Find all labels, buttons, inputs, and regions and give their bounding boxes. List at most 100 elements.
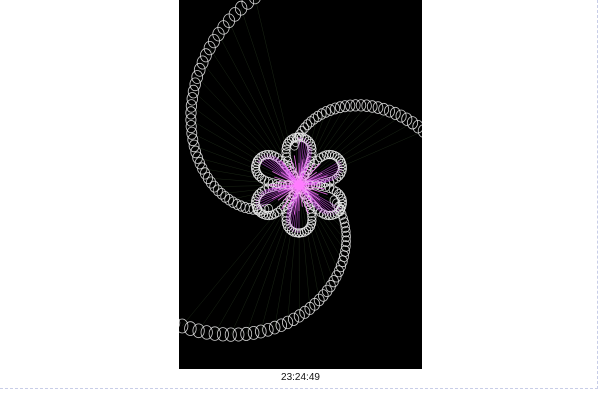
petal-ring xyxy=(251,201,261,212)
spiral-ring xyxy=(184,321,197,336)
spiral-ring xyxy=(234,0,248,16)
spiral-ring xyxy=(372,101,384,114)
spiral-ring xyxy=(339,217,350,229)
spiral-ring xyxy=(412,120,422,134)
petal-ring xyxy=(316,181,326,191)
spiral-ring xyxy=(194,156,205,170)
spiral-ring xyxy=(202,172,214,185)
petal-ring xyxy=(337,201,347,212)
spiral-ring xyxy=(328,275,339,288)
petal-ring xyxy=(281,216,291,226)
thread-line xyxy=(230,184,300,335)
spiral-ring xyxy=(205,176,217,189)
thread-line xyxy=(190,119,300,186)
spiral-ring xyxy=(199,48,212,63)
petal-ring xyxy=(254,171,264,181)
petal-ring xyxy=(282,198,292,208)
spiral-ring xyxy=(299,122,310,134)
petal-ray xyxy=(263,155,300,186)
petal-ring xyxy=(273,207,283,217)
petal-ring xyxy=(276,205,286,215)
petal-ring xyxy=(294,228,304,238)
spiral-ring xyxy=(247,325,260,340)
spiral-ring xyxy=(188,139,200,153)
spiral-ring xyxy=(241,0,255,10)
thread-line xyxy=(298,115,402,186)
core-center xyxy=(294,180,304,190)
spiral-ring xyxy=(262,322,274,337)
page-frame-bottom-edge xyxy=(0,388,598,390)
spiral-ring xyxy=(216,188,227,200)
spiral-ring xyxy=(334,101,345,114)
core-ray xyxy=(281,184,300,210)
thread-line xyxy=(228,20,300,186)
thread-line xyxy=(298,184,343,262)
spiral-ring xyxy=(224,327,237,342)
petal-ring xyxy=(306,152,316,162)
spiral-ring xyxy=(255,324,267,339)
petal-ring xyxy=(282,152,292,162)
petal-ring xyxy=(312,155,322,165)
spiral-ring xyxy=(389,106,401,120)
spiral-ring xyxy=(417,124,422,138)
spiral-ring xyxy=(401,112,413,126)
petal-ring xyxy=(252,204,263,214)
spiral-ring xyxy=(190,145,202,159)
spiral-ring xyxy=(321,106,331,118)
petal-ring xyxy=(291,132,301,142)
spiral-ring xyxy=(200,325,213,340)
petal-ring xyxy=(282,208,292,218)
spiral-ring xyxy=(340,221,351,233)
petal-ring xyxy=(281,144,291,154)
spiral-ring xyxy=(203,40,216,56)
thread-line xyxy=(193,91,300,186)
spiral-ring xyxy=(318,289,329,302)
spiral-ring xyxy=(341,226,351,238)
petal-ring xyxy=(307,144,317,154)
spiral-ring xyxy=(208,326,221,341)
petal-ring xyxy=(294,132,304,142)
spiral-ring xyxy=(395,109,407,123)
spiral-ring xyxy=(212,184,223,197)
thread-line xyxy=(298,106,346,186)
spiral-ring xyxy=(302,119,313,131)
petal-ring xyxy=(307,216,317,226)
petal-ring xyxy=(334,154,344,164)
petal-ring xyxy=(272,179,282,189)
spiral-ring xyxy=(192,151,203,164)
spiral-ring xyxy=(268,320,281,335)
spiral-ring xyxy=(179,318,181,328)
thread-line xyxy=(298,122,413,186)
thread-line xyxy=(298,110,390,186)
spiral-ring xyxy=(193,62,206,77)
spiral-ring xyxy=(345,99,356,112)
petal-ray xyxy=(298,184,335,215)
spiral-ring xyxy=(185,99,197,113)
flower-core xyxy=(269,155,328,215)
thread-line xyxy=(298,184,311,309)
thread-line xyxy=(218,34,300,186)
spiral-ring xyxy=(299,305,311,319)
petal-ring xyxy=(254,206,264,216)
petal-ring xyxy=(306,208,316,218)
spiral-ring xyxy=(216,327,229,342)
spiral-ring xyxy=(325,104,336,116)
petal-ring xyxy=(307,212,317,222)
petal-ring xyxy=(336,204,346,214)
spiral-ring xyxy=(282,315,294,330)
petal-ring xyxy=(304,199,314,210)
spiral-ring xyxy=(196,55,209,70)
art-canvas[interactable] xyxy=(179,0,422,369)
spiral-ring xyxy=(228,7,242,22)
spiral-ring xyxy=(350,99,361,112)
petal-ring xyxy=(281,148,291,158)
spiral-rings xyxy=(179,0,422,342)
spiral-ring xyxy=(339,100,351,113)
spiral-ring xyxy=(240,326,253,341)
spiral-ring xyxy=(185,106,197,120)
spiral-ring xyxy=(249,0,261,5)
clock-time: 23:24:49 xyxy=(281,372,320,383)
core-ray xyxy=(281,160,300,186)
spiral-flower-artwork xyxy=(179,0,422,369)
